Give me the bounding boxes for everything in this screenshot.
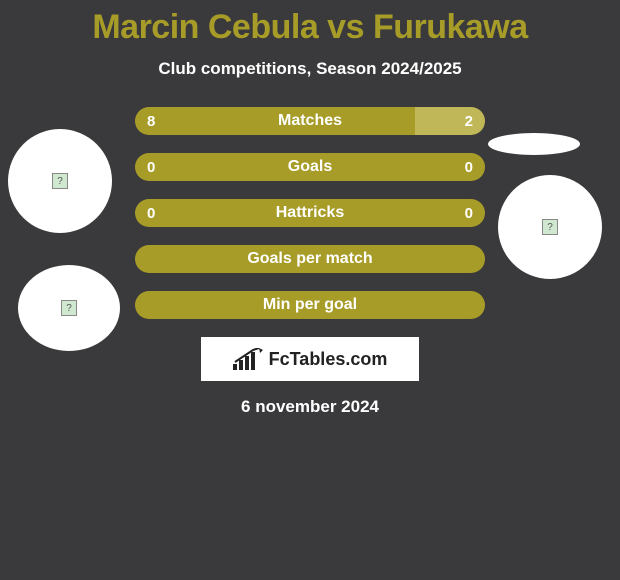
stat-row: 82Matches	[135, 107, 485, 135]
stat-right-value: 0	[453, 159, 485, 176]
player-left-avatar-2: ?	[18, 265, 120, 351]
stat-right-value: 0	[453, 205, 485, 222]
stat-right-value: 2	[453, 113, 485, 130]
player-right-avatar: ?	[498, 175, 602, 279]
stat-bar-right: 0	[310, 153, 485, 181]
stat-row: Goals per match	[135, 245, 485, 273]
stat-bar-left: 0	[135, 199, 310, 227]
stat-bar-left: 0	[135, 153, 310, 181]
stat-row: Min per goal	[135, 291, 485, 319]
stat-bar-right: 0	[310, 199, 485, 227]
brand-text: FcTables.com	[269, 349, 388, 370]
stat-left-value: 0	[135, 205, 167, 222]
comparison-subtitle: Club competitions, Season 2024/2025	[0, 59, 620, 79]
stat-bar-right: 2	[415, 107, 485, 135]
stat-bar-left	[135, 291, 485, 319]
stat-bar-left	[135, 245, 485, 273]
stat-left-value: 8	[135, 113, 167, 130]
decor-ellipse-right	[488, 133, 580, 155]
brand-chart-icon	[233, 348, 263, 370]
player-left-avatar-1: ?	[8, 129, 112, 233]
placeholder-icon: ?	[542, 219, 558, 235]
snapshot-date: 6 november 2024	[0, 397, 620, 417]
stat-bar-left: 8	[135, 107, 415, 135]
placeholder-icon: ?	[61, 300, 77, 316]
comparison-title: Marcin Cebula vs Furukawa	[0, 0, 620, 47]
content-area: ? ? ? 82Matches00Goals00HattricksGoals p…	[0, 107, 620, 417]
stat-left-value: 0	[135, 159, 167, 176]
stat-row: 00Goals	[135, 153, 485, 181]
footer-brand: FcTables.com	[201, 337, 419, 381]
stats-bars: 82Matches00Goals00HattricksGoals per mat…	[135, 107, 485, 319]
stat-row: 00Hattricks	[135, 199, 485, 227]
placeholder-icon: ?	[52, 173, 68, 189]
